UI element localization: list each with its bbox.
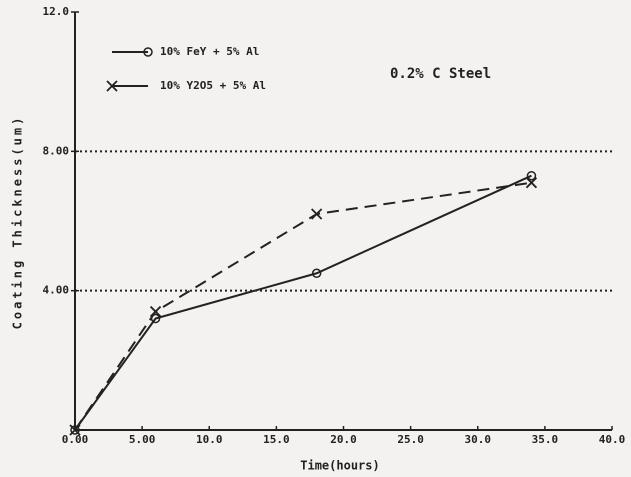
x-tick-label: 30.0 <box>465 433 492 446</box>
x-tick-label: 0.00 <box>62 433 89 446</box>
data-point <box>526 170 537 181</box>
x-tick-label: 40.0 <box>599 433 626 446</box>
series-line <box>74 181 532 431</box>
x-tick-label: 10.0 <box>196 433 223 446</box>
x-tick-label: 35.0 <box>532 433 559 446</box>
x-tick-label: 15.0 <box>263 433 290 446</box>
data-point <box>149 305 162 318</box>
data-point <box>311 268 322 278</box>
annotation: 0.2% C Steel <box>390 66 491 82</box>
data-point <box>70 425 80 435</box>
y-tick-label: 12.0 <box>43 5 70 18</box>
data-point <box>311 208 323 220</box>
y-tick-label: 8.00 <box>43 144 70 157</box>
x-tick-label: 5.00 <box>129 433 156 446</box>
legend-label: 10% Y2O5 + 5% Al <box>160 79 266 92</box>
x-tick-label: 25.0 <box>397 433 424 446</box>
data-point <box>69 424 81 436</box>
legend-marker <box>143 47 153 57</box>
y-tick-label: 4.00 <box>43 284 70 297</box>
legend-label: 10% FeY + 5% Al <box>160 45 259 58</box>
y-axis-label: Coating Thickness(um) <box>11 115 25 330</box>
series-line <box>74 174 532 431</box>
legend-marker <box>106 80 118 92</box>
x-axis-label: Time(hours) <box>300 459 379 473</box>
data-point <box>525 177 538 189</box>
x-tick-label: 20.0 <box>330 433 357 446</box>
